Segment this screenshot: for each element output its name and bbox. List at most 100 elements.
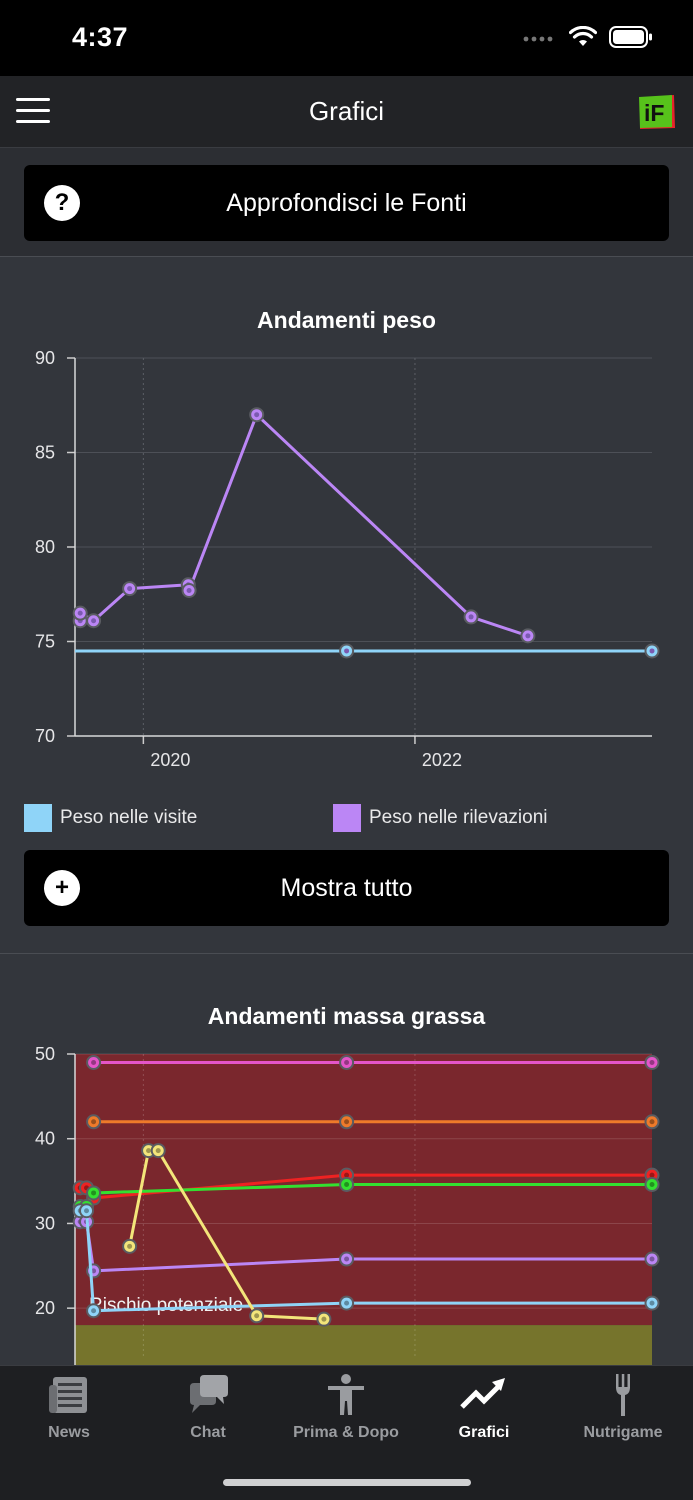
y-tick-label: 30 (35, 1213, 55, 1233)
data-point-center (91, 1119, 97, 1125)
data-point (644, 1251, 660, 1267)
y-tick-label: 90 (35, 348, 55, 368)
data-point (644, 1114, 660, 1130)
trending-up-icon (460, 1378, 505, 1409)
data-point (339, 1176, 355, 1192)
section-divider (0, 953, 693, 954)
data-point-center (254, 412, 260, 418)
tab-before-after[interactable]: Prima & Dopo (277, 1372, 415, 1452)
data-point-center (344, 1300, 350, 1306)
status-bar: 4:37 (0, 0, 693, 76)
tab-nutrigame[interactable]: Nutrigame (554, 1372, 692, 1452)
data-point (339, 1114, 355, 1130)
data-point-center (127, 586, 133, 592)
data-point (86, 1114, 102, 1130)
data-point-center (344, 1181, 350, 1187)
data-point-center (321, 1316, 327, 1322)
data-point-center (155, 1148, 161, 1154)
data-point-center (344, 1059, 350, 1065)
legend-item-visits[interactable]: Peso nelle visite (24, 803, 197, 833)
tab-news[interactable]: News (0, 1372, 138, 1452)
data-point-center (344, 648, 350, 654)
content-area: ? Approfondisci le Fonti Andamenti peso … (0, 148, 693, 1365)
tab-bar: News Chat Prima & Dopo Grafici Nutrigame (0, 1365, 693, 1500)
tab-label-before-after: Prima & Dopo (293, 1424, 399, 1441)
data-point (339, 1295, 355, 1311)
series-line-1 (78, 413, 529, 638)
show-all-button[interactable]: + Mostra tutto (24, 850, 669, 926)
wifi-icon (569, 26, 597, 46)
y-tick-label: 40 (35, 1129, 55, 1149)
person-icon (328, 1374, 364, 1415)
sources-button-label: Approfondisci le Fonti (226, 188, 467, 217)
y-tick-label: 85 (35, 443, 55, 463)
x-tick-label: 2022 (422, 750, 462, 770)
data-point-center (127, 1243, 133, 1249)
data-point-center (146, 1148, 152, 1154)
data-point-center (649, 1181, 655, 1187)
page-title: Grafici (308, 96, 385, 126)
fat-mass-chart-title: Andamenti massa grassa (207, 1003, 486, 1029)
data-point-center (344, 1256, 350, 1262)
legend-swatch-measurements (333, 804, 361, 832)
data-point (644, 1176, 660, 1192)
data-point-center (649, 1256, 655, 1262)
data-point-center (254, 1313, 260, 1319)
data-point-center (91, 618, 97, 624)
cellular-signal-icon (523, 36, 553, 42)
data-point (122, 1238, 138, 1254)
band-1 (75, 1325, 652, 1365)
y-tick-label: 75 (35, 632, 55, 652)
nav-bar: Grafici iF (0, 76, 693, 148)
data-point (644, 1054, 660, 1070)
legend-item-measurements[interactable]: Peso nelle rilevazioni (333, 803, 548, 833)
data-point-center (77, 610, 83, 616)
data-point-center (649, 1300, 655, 1306)
data-point-center (186, 587, 192, 593)
question-icon: ? (44, 185, 80, 221)
data-point (644, 1295, 660, 1311)
tab-charts[interactable]: Grafici (415, 1372, 553, 1452)
x-tick-label: 2020 (150, 750, 190, 770)
tab-chat[interactable]: Chat (139, 1372, 277, 1452)
fork-icon (616, 1374, 630, 1416)
data-point-center (649, 1059, 655, 1065)
data-point (249, 1308, 265, 1324)
sources-button[interactable]: ? Approfondisci le Fonti (24, 165, 669, 241)
tab-label-chat: Chat (190, 1424, 226, 1441)
legend-swatch-visits (24, 804, 52, 832)
chat-icon (190, 1375, 228, 1413)
battery-icon (609, 26, 652, 48)
data-point (150, 1143, 166, 1159)
data-point (316, 1311, 332, 1327)
data-point-center (91, 1190, 97, 1196)
data-point-center (468, 614, 474, 620)
plus-icon: + (44, 870, 80, 906)
y-tick-label: 70 (35, 726, 55, 746)
data-point (339, 1251, 355, 1267)
data-point-center (91, 1308, 97, 1314)
data-point-center (649, 1119, 655, 1125)
tab-label-nutrigame: Nutrigame (583, 1424, 663, 1441)
legend-label-visits: Peso nelle visite (60, 807, 198, 828)
app-logo: iF (639, 95, 675, 129)
data-point-center (649, 1172, 655, 1178)
weight-chart-title: Andamenti peso (257, 307, 436, 333)
data-point-center (525, 633, 531, 639)
home-indicator (223, 1479, 471, 1486)
data-point (79, 1203, 95, 1219)
news-icon (49, 1377, 87, 1413)
tab-label-news: News (48, 1424, 90, 1441)
data-point-center (344, 1172, 350, 1178)
show-all-button-label: Mostra tutto (280, 873, 413, 902)
data-point-center (344, 1119, 350, 1125)
hamburger-menu-icon[interactable] (16, 98, 50, 126)
data-point (86, 1185, 102, 1201)
tab-label-charts: Grafici (458, 1424, 510, 1441)
data-point (339, 1054, 355, 1070)
legend-label-measurements: Peso nelle rilevazioni (369, 807, 548, 828)
data-point (86, 1303, 102, 1319)
data-point-center (91, 1059, 97, 1065)
data-point-center (84, 1208, 90, 1214)
